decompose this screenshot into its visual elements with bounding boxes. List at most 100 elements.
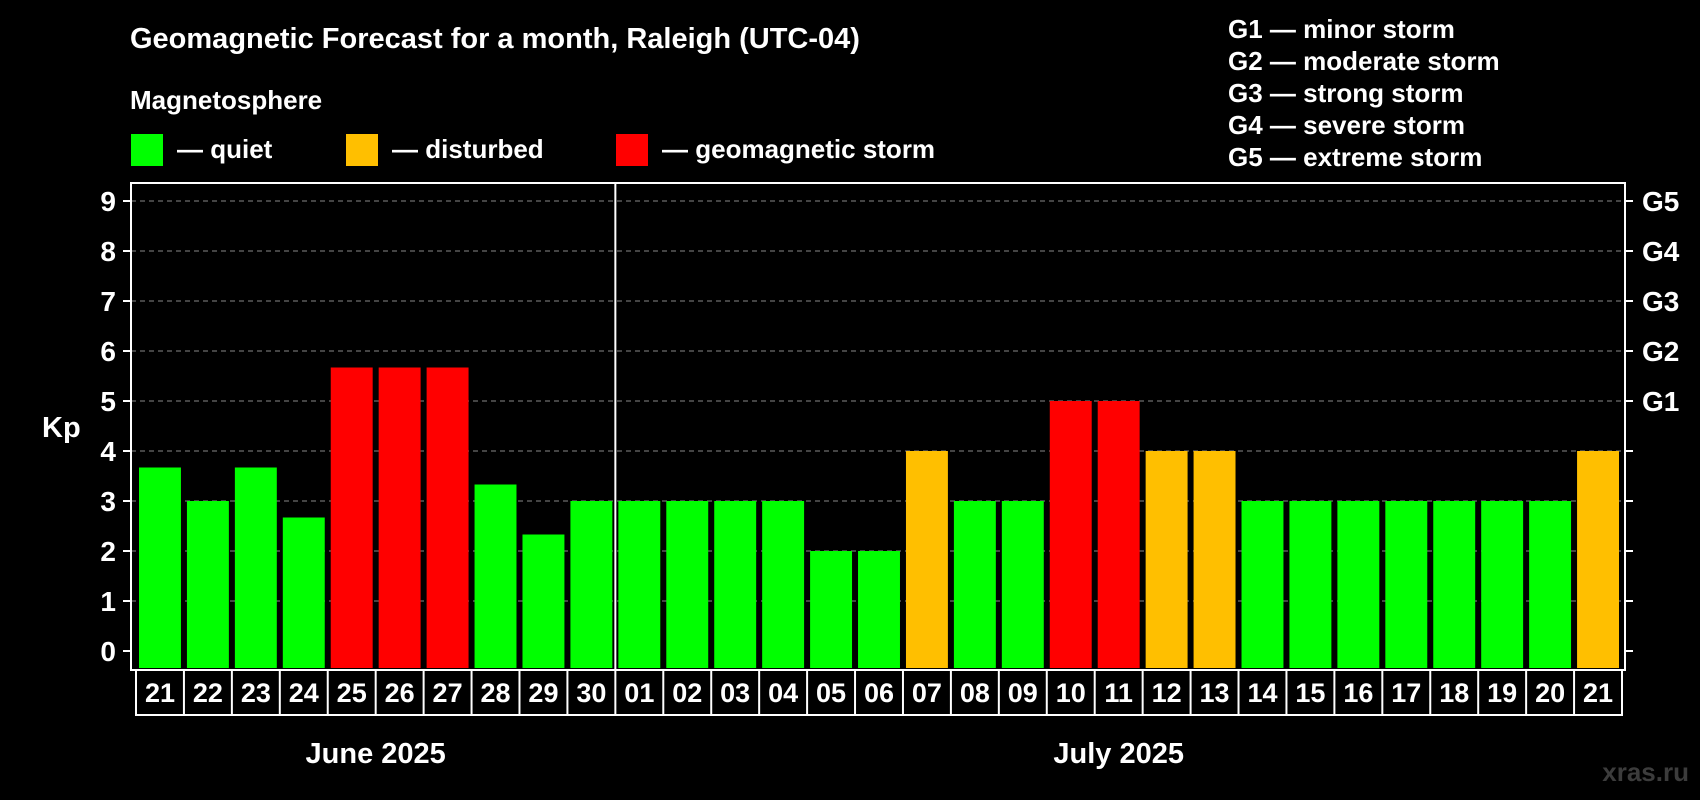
day-label: 29 bbox=[528, 678, 558, 708]
bar bbox=[1433, 501, 1476, 668]
bar bbox=[618, 501, 661, 668]
chart-title: Geomagnetic Forecast for a month, Raleig… bbox=[130, 23, 860, 55]
watermark: xras.ru bbox=[1602, 757, 1689, 787]
right-tick-label: G4 bbox=[1642, 236, 1680, 267]
legend-swatch-disturbed bbox=[346, 134, 378, 166]
month-labels: June 2025 July 2025 bbox=[306, 738, 1184, 770]
bar bbox=[378, 367, 421, 668]
day-label: 24 bbox=[289, 678, 319, 708]
legend-label-storm: — geomagnetic storm bbox=[662, 134, 935, 164]
bar bbox=[1481, 501, 1524, 668]
bar bbox=[1529, 501, 1572, 668]
storm-scale-item: G2 — moderate storm bbox=[1228, 46, 1500, 76]
legend-swatch-quiet bbox=[131, 134, 163, 166]
day-label: 21 bbox=[145, 678, 175, 708]
day-label: 17 bbox=[1391, 678, 1421, 708]
y-tick-label: 3 bbox=[100, 486, 116, 517]
storm-scale-item: G4 — severe storm bbox=[1228, 110, 1465, 140]
day-label: 03 bbox=[720, 678, 750, 708]
legend: — quiet — disturbed — geomagnetic storm bbox=[131, 134, 935, 166]
bar bbox=[1097, 401, 1140, 668]
y-tick-label: 8 bbox=[100, 236, 116, 267]
right-tick-label: G5 bbox=[1642, 186, 1679, 217]
day-label: 20 bbox=[1535, 678, 1565, 708]
bar bbox=[282, 517, 325, 668]
y-tick-label: 6 bbox=[100, 336, 116, 367]
bar bbox=[186, 501, 229, 668]
right-tick-label: G2 bbox=[1642, 336, 1679, 367]
day-label: 10 bbox=[1056, 678, 1086, 708]
day-label: 16 bbox=[1343, 678, 1373, 708]
bar bbox=[762, 501, 805, 668]
day-label: 21 bbox=[1583, 678, 1613, 708]
day-label: 14 bbox=[1247, 678, 1277, 708]
right-tick-label: G1 bbox=[1642, 386, 1679, 417]
day-label: 01 bbox=[624, 678, 654, 708]
y-tick-label: 0 bbox=[100, 636, 116, 667]
day-label: 02 bbox=[672, 678, 702, 708]
bar bbox=[139, 467, 181, 668]
legend-label-disturbed: — disturbed bbox=[392, 134, 544, 164]
legend-heading: Magnetosphere bbox=[130, 85, 322, 115]
day-label: 04 bbox=[768, 678, 798, 708]
x-axis-day-labels: 21 22 23 24 25 26 27 28 29 30 01 02 03 04 05 06 07 08 09 10… bbox=[135, 669, 1623, 716]
day-label: 09 bbox=[1008, 678, 1038, 708]
y-tick-label: 2 bbox=[100, 536, 116, 567]
bar bbox=[1049, 401, 1092, 668]
day-label: 23 bbox=[241, 678, 271, 708]
day-label: 13 bbox=[1200, 678, 1230, 708]
bar bbox=[858, 551, 900, 668]
right-tick-label: G3 bbox=[1642, 286, 1679, 317]
y-axis-ticks: 0 1 2 3 4 5 6 7 8 9 bbox=[100, 186, 131, 667]
legend-swatch-storm bbox=[616, 134, 648, 166]
bar bbox=[1289, 501, 1332, 668]
y-tick-label: 4 bbox=[100, 436, 116, 467]
bar bbox=[810, 551, 853, 668]
day-label: 07 bbox=[912, 678, 942, 708]
y-tick-label: 5 bbox=[100, 386, 116, 417]
day-label: 15 bbox=[1295, 678, 1325, 708]
bar bbox=[1337, 501, 1380, 668]
bar bbox=[426, 367, 469, 668]
bar bbox=[1193, 451, 1236, 668]
month-label: June 2025 bbox=[306, 738, 446, 770]
day-label: 08 bbox=[960, 678, 990, 708]
day-label: 06 bbox=[864, 678, 894, 708]
bar bbox=[1001, 501, 1044, 668]
day-label: 19 bbox=[1487, 678, 1517, 708]
bars bbox=[139, 367, 1619, 668]
day-cell-frame bbox=[135, 669, 1623, 716]
bar bbox=[522, 534, 565, 668]
day-label: 05 bbox=[816, 678, 846, 708]
month-label: July 2025 bbox=[1053, 738, 1184, 770]
bar bbox=[953, 501, 996, 668]
legend-label-quiet: — quiet bbox=[177, 134, 273, 164]
day-label: 11 bbox=[1104, 678, 1133, 708]
y-tick-label: 7 bbox=[100, 286, 116, 317]
bar bbox=[234, 467, 277, 668]
bar bbox=[714, 501, 757, 668]
day-label: 28 bbox=[480, 678, 510, 708]
day-label: 27 bbox=[433, 678, 463, 708]
y-tick-label: 9 bbox=[100, 186, 116, 217]
day-label: 12 bbox=[1152, 678, 1182, 708]
day-label: 26 bbox=[385, 678, 415, 708]
storm-scale-item: G3 — strong storm bbox=[1228, 78, 1463, 108]
day-label: 25 bbox=[337, 678, 367, 708]
day-label: 22 bbox=[193, 678, 223, 708]
bar bbox=[330, 367, 373, 668]
bar bbox=[1577, 451, 1619, 668]
y-axis-label: Kp bbox=[42, 412, 81, 444]
bar bbox=[1385, 501, 1428, 668]
day-label: 30 bbox=[576, 678, 606, 708]
bar bbox=[474, 484, 517, 668]
right-axis-ticks: G1 G2 G3 G4 G5 bbox=[1625, 186, 1680, 652]
bar bbox=[666, 501, 709, 668]
day-label: 18 bbox=[1439, 678, 1469, 708]
bar bbox=[570, 501, 613, 668]
storm-scale-item: G1 — minor storm bbox=[1228, 14, 1455, 44]
bar bbox=[1145, 451, 1188, 668]
bar bbox=[1241, 501, 1284, 668]
